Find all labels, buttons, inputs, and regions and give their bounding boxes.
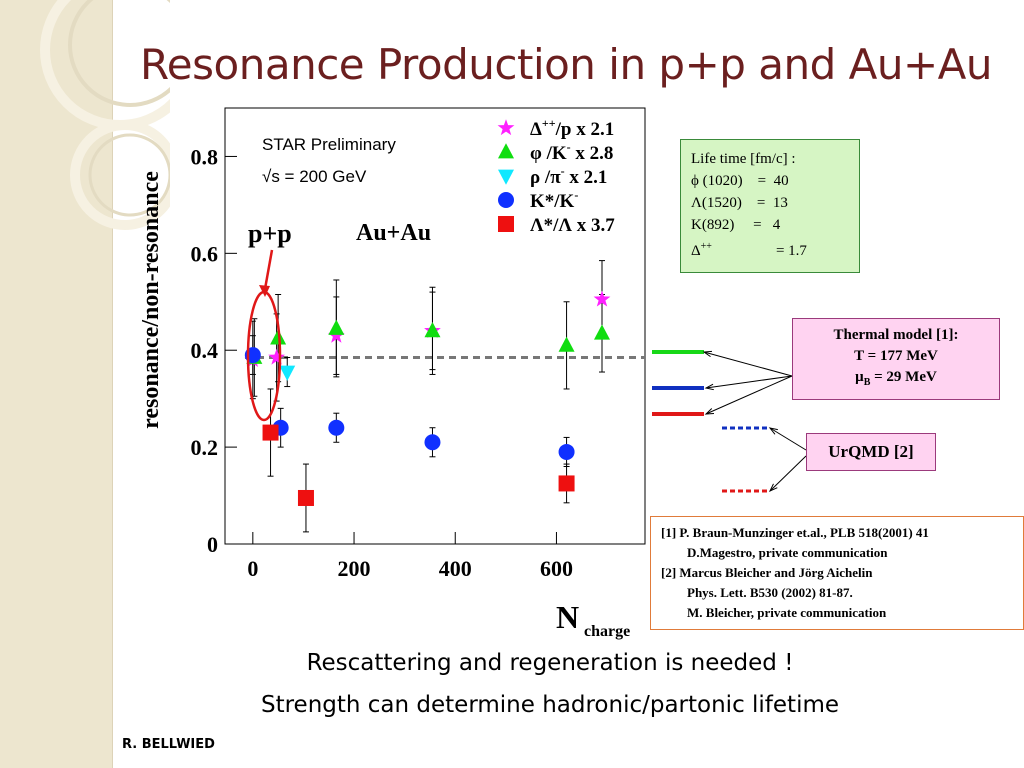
- legend-marker-star: [497, 119, 515, 136]
- thermal-model-box: Thermal model [1]: T = 177 MeV μB = 29 M…: [792, 318, 1000, 400]
- mu-symbol: μ: [855, 369, 864, 385]
- pointer-arrow: [769, 427, 807, 451]
- chart-annotation: STAR Preliminary: [262, 135, 396, 154]
- energy-label: √s = 200 GeV: [262, 167, 367, 186]
- y-tick-label: 0.8: [191, 144, 219, 169]
- plot-frame: [224, 107, 646, 545]
- legend-marker-square: [498, 216, 514, 232]
- lifetime-title: Life time [fm/c] :: [691, 151, 796, 167]
- delta-value: = 1.7: [775, 243, 807, 259]
- data-point-square: [297, 489, 314, 506]
- y-tick-label: 0.2: [191, 435, 219, 460]
- x-tick-label: 200: [338, 556, 371, 581]
- legend-label: φ /K- x 2.8: [530, 140, 613, 164]
- pp-arrow-head: [259, 285, 270, 297]
- region-label-pp: p+p: [248, 219, 292, 248]
- x-tick-label: 400: [439, 556, 472, 581]
- lifetime-row-lambda: Λ(1520) = 13: [691, 195, 788, 211]
- pp-pointer-arrow: [263, 249, 274, 290]
- lifetime-row-kstar: K(892) = 4: [691, 217, 781, 233]
- data-point-circle: [328, 419, 345, 436]
- y-tick-label: 0.6: [191, 241, 219, 266]
- data-point-triangle-up: [558, 336, 575, 352]
- pointer-arrow: [769, 455, 807, 492]
- legend: Δ++/p x 2.1φ /K- x 2.8ρ /π- x 2.1K*/K- Λ*…: [497, 116, 615, 236]
- thermal-title: Thermal model [1]:: [833, 327, 959, 343]
- data-point-square: [262, 424, 279, 441]
- data-point-star: [268, 348, 285, 365]
- arrow-head: [768, 427, 778, 435]
- lifetime-row-phi: ϕ (1020) = 40: [691, 173, 789, 189]
- data-point-triangle-up: [328, 319, 345, 335]
- x-tick-label: 600: [540, 556, 573, 581]
- model-marks: [652, 350, 807, 493]
- data-point-square: [558, 475, 575, 492]
- y-axis-label: resonance/non-resonance: [138, 171, 164, 429]
- data-point-star: [328, 326, 345, 343]
- mu-value: = 29 MeV: [870, 369, 937, 385]
- lifetime-box: Life time [fm/c] : ϕ (1020) = 40 Λ(1520)…: [680, 139, 860, 273]
- data-point-triangle-down: [279, 365, 296, 381]
- legend-marker-triangle-down: [498, 169, 514, 185]
- mu-sub: B: [863, 377, 871, 388]
- pointer-arrow: [703, 351, 793, 377]
- legend-label: ρ /π- x 2.1: [530, 164, 607, 188]
- ref-1: [1] P. Braun-Munzinger et.al., PLB 518(2…: [661, 525, 929, 540]
- sidebar-background: [0, 0, 113, 768]
- region-label-auau: Au+Au: [356, 220, 431, 246]
- x-axis-label-sub: charge: [584, 623, 630, 640]
- ref-2b: Phys. Lett. B530 (2002) 81-87.: [687, 585, 853, 600]
- delta-symbol: Δ: [691, 243, 701, 259]
- ref-1b: D.Magestro, private communication: [687, 545, 888, 560]
- data-point-star: [593, 290, 611, 307]
- thermal-temperature: T = 177 MeV: [854, 348, 938, 364]
- x-tick-label: 0: [247, 556, 258, 581]
- caption-line-2: Strength can determine hadronic/partonic…: [260, 692, 840, 718]
- pointer-arrow: [705, 375, 793, 389]
- legend-label: Λ*/Λ x 3.7: [530, 215, 615, 236]
- data-point-triangle-up: [424, 322, 441, 338]
- decorative-circles: [40, 0, 170, 230]
- pointer-arrow: [705, 375, 793, 415]
- ref-2c: M. Bleicher, private communication: [687, 605, 887, 620]
- data-point-triangle-up: [593, 324, 610, 340]
- author-label: R. BELLWIED: [122, 737, 215, 752]
- arrow-head: [704, 408, 715, 415]
- thermal-mu: μB = 29 MeV: [793, 367, 999, 393]
- slide-title: Resonance Production in p+p and Au+Au: [140, 40, 993, 89]
- x-axis-label: N: [556, 599, 579, 635]
- urqmd-box: UrQMD [2]: [806, 433, 936, 471]
- y-tick-label: 0.4: [191, 338, 219, 363]
- arrow-head: [704, 383, 714, 391]
- caption-line-1: Rescattering and regeneration is needed …: [306, 650, 794, 676]
- legend-label: K*/K-: [530, 188, 578, 212]
- data-point-circle: [558, 443, 575, 460]
- legend-marker-triangle-up: [498, 143, 514, 159]
- data-point-circle: [424, 434, 441, 451]
- arrow-head: [768, 483, 778, 493]
- references-box: [1] P. Braun-Munzinger et.al., PLB 518(2…: [650, 516, 1024, 630]
- legend-marker-circle: [498, 192, 514, 208]
- lifetime-row-delta: Δ++ = 1.7: [691, 236, 859, 262]
- ref-2: [2] Marcus Bleicher and Jörg Aichelin: [661, 565, 873, 580]
- arrow-head: [702, 350, 713, 358]
- y-tick-label: 0: [207, 532, 218, 557]
- legend-label: Δ++/p x 2.1: [530, 116, 614, 140]
- delta-sup: ++: [700, 241, 712, 252]
